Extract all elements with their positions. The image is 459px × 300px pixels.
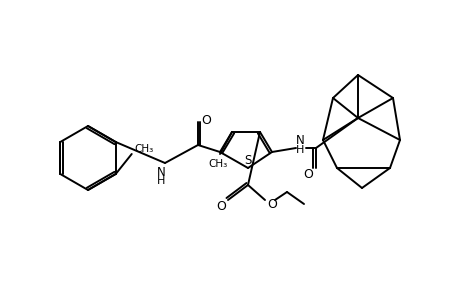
- Text: O: O: [267, 197, 276, 211]
- Text: O: O: [216, 200, 225, 212]
- Text: N: N: [295, 134, 304, 148]
- Text: CH₃: CH₃: [134, 144, 154, 154]
- Text: N: N: [156, 167, 165, 179]
- Text: H: H: [295, 145, 303, 155]
- Text: O: O: [302, 167, 312, 181]
- Text: S: S: [244, 154, 251, 167]
- Text: O: O: [201, 115, 211, 128]
- Text: H: H: [157, 176, 165, 186]
- Text: CH₃: CH₃: [208, 159, 227, 169]
